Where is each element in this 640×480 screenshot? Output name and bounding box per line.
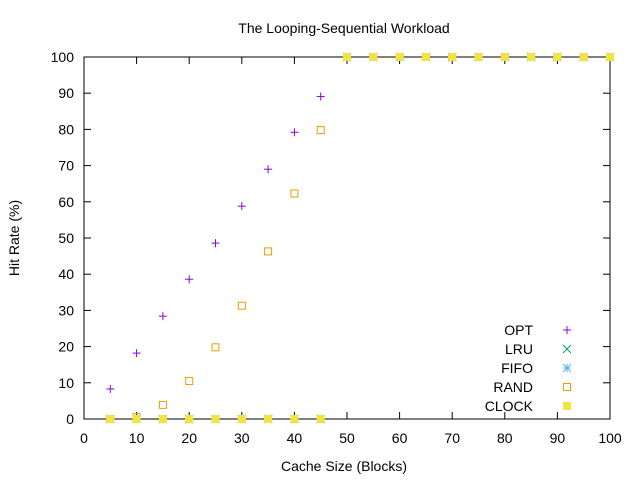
plot-axes: 0 10 20 30 40 50 60 70 80 90 100 0 10 20 30 40 50 60 70 80 9… xyxy=(51,49,622,446)
data-point-clock xyxy=(421,53,430,61)
data-point-clock xyxy=(316,415,325,423)
y-tick-label: 10 xyxy=(58,375,74,391)
data-point-opt xyxy=(106,384,115,393)
data-point-clock xyxy=(395,53,404,61)
data-point-rand xyxy=(237,301,246,310)
series-opt xyxy=(106,53,614,393)
y-tick-label: 90 xyxy=(58,85,74,101)
x-tick-label: 100 xyxy=(598,430,622,446)
x-tick-label: 0 xyxy=(80,430,88,446)
data-point-clock xyxy=(343,53,351,61)
data-point-clock xyxy=(474,53,483,61)
x-tick-label: 90 xyxy=(550,430,566,446)
legend: OPT LRU FIFO RAND CLOCK xyxy=(485,322,572,414)
data-point-clock xyxy=(290,415,299,423)
x-tick-label: 70 xyxy=(444,430,460,446)
series-clock xyxy=(106,53,614,423)
y-tick-label: 30 xyxy=(58,302,74,318)
data-point-clock xyxy=(553,53,562,61)
y-tick-label: 70 xyxy=(58,158,74,174)
x-tick-label: 60 xyxy=(392,430,408,446)
data-point-opt xyxy=(290,128,299,137)
x-axis-label: Cache Size (Blocks) xyxy=(281,458,407,474)
data-point-clock xyxy=(132,415,141,423)
data-point-rand xyxy=(316,126,325,135)
series-lru xyxy=(105,52,615,424)
legend-label-fifo: FIFO xyxy=(501,360,533,376)
data-point-clock xyxy=(211,415,220,423)
data-point-opt xyxy=(264,165,273,174)
y-tick-label: 20 xyxy=(58,339,74,355)
chart-title: The Looping-Sequential Workload xyxy=(238,20,449,36)
data-point-opt xyxy=(132,349,141,358)
data-point-clock xyxy=(264,415,273,423)
data-point-clock xyxy=(158,415,167,423)
x-tick-label: 20 xyxy=(181,430,197,446)
data-point-clock xyxy=(527,53,536,61)
legend-label-rand: RAND xyxy=(493,379,533,395)
series-fifo xyxy=(105,52,615,424)
y-tick-label: 40 xyxy=(58,266,74,282)
data-point-clock xyxy=(606,53,614,61)
data-points xyxy=(105,52,615,424)
data-point-clock xyxy=(579,53,588,61)
data-point-rand xyxy=(290,189,299,198)
series-rand xyxy=(106,53,614,423)
x-tick-label: 50 xyxy=(339,430,355,446)
y-tick-label: 60 xyxy=(58,194,74,210)
y-tick-label: 80 xyxy=(58,121,74,137)
y-tick-label: 50 xyxy=(58,230,74,246)
data-point-clock xyxy=(500,53,509,61)
y-tick-label: 0 xyxy=(66,411,74,427)
data-point-rand xyxy=(158,400,167,409)
legend-label-opt: OPT xyxy=(504,322,533,338)
data-point-rand xyxy=(185,376,194,385)
legend-label-clock: CLOCK xyxy=(485,398,534,414)
data-point-rand xyxy=(264,247,273,256)
legend-label-lru: LRU xyxy=(505,341,533,357)
data-point-clock xyxy=(237,415,246,423)
data-point-opt xyxy=(158,312,167,321)
x-tick-label: 80 xyxy=(497,430,513,446)
data-point-clock xyxy=(369,53,378,61)
data-point-rand xyxy=(211,343,220,352)
x-tick-label: 40 xyxy=(287,430,303,446)
y-axis-label: Hit Rate (%) xyxy=(6,200,22,276)
data-point-opt xyxy=(237,202,246,211)
data-point-opt xyxy=(211,239,220,248)
data-point-opt xyxy=(316,92,325,101)
legend-marker-clock xyxy=(563,402,571,410)
legend-marker-opt xyxy=(563,326,571,334)
legend-marker-lru xyxy=(562,344,572,354)
data-point-clock xyxy=(185,415,194,423)
data-point-opt xyxy=(185,275,194,284)
legend-marker-rand xyxy=(563,383,571,391)
data-point-clock xyxy=(448,53,457,61)
x-tick-label: 30 xyxy=(234,430,250,446)
y-tick-label: 100 xyxy=(51,49,75,65)
x-tick-label: 10 xyxy=(129,430,145,446)
legend-marker-fifo xyxy=(562,363,572,373)
data-point-clock xyxy=(106,415,115,423)
